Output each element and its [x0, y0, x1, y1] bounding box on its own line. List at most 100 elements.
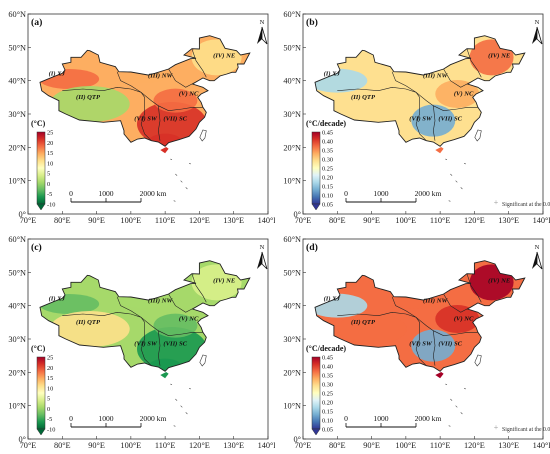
significance-label: Significant at the 0.05 level — [502, 201, 550, 208]
legend-tick-label: 0.35 — [322, 373, 333, 380]
basin-patch — [411, 104, 456, 137]
y-tick-label: 0° — [19, 210, 26, 219]
legend-tick-label: -5 — [47, 191, 52, 198]
sea-island — [455, 180, 458, 183]
y-tick-label: 50°N — [283, 43, 301, 52]
scale-bar-label: 0 — [344, 414, 348, 423]
sea-island — [175, 173, 178, 176]
taiwan-island — [199, 129, 207, 142]
legend-tick-label: 0.20 — [322, 175, 333, 182]
x-tick-label: 140°E — [258, 216, 275, 224]
y-tick-label: 0° — [19, 435, 26, 444]
legend-unit: (°C) — [31, 119, 46, 128]
sea-island — [445, 158, 448, 160]
y-tick-label: 30°N — [283, 335, 301, 344]
legend-unit: (°C) — [31, 344, 46, 353]
legend-tick-label: 0.40 — [322, 364, 333, 371]
region-label-ne: (IV) NE — [488, 277, 511, 284]
y-tick-label: 60°N — [283, 10, 301, 19]
region-label-nc: (V) NC — [179, 316, 199, 323]
scale-bar-label: 1000 — [373, 414, 388, 423]
map-svg: 70°E 80°E 90°E 100°E 110°E 120°E 130°E 140°E 0° 1… — [283, 235, 550, 450]
region-border — [432, 330, 436, 366]
legend-colorbar — [311, 356, 321, 430]
legend-tick-label: 0.15 — [322, 184, 333, 191]
panel-label: (d) — [306, 242, 318, 253]
y-tick-label: 20°N — [8, 368, 26, 377]
y-tick-label: 50°N — [283, 268, 301, 277]
region-border — [415, 317, 478, 337]
country-outline — [39, 260, 251, 372]
legend-tick-label: 0 — [47, 181, 50, 188]
region-label-sw: (VI) SW — [409, 116, 433, 123]
central-patch — [153, 313, 198, 338]
scale-bar-label: 2000 km — [140, 414, 167, 423]
y-tick-label: 60°N — [283, 235, 301, 244]
map-panel-c: 70°E 80°E 90°E 100°E 110°E 120°E 130°E 140°E 0° 1… — [0, 225, 278, 454]
sea-island — [460, 187, 463, 190]
legend-extend-arrow — [36, 203, 46, 211]
region-border — [415, 97, 427, 141]
map-panel-d: 70°E 80°E 90°E 100°E 110°E 120°E 130°E 140°E 0° 1… — [275, 225, 550, 454]
basin-patch — [411, 329, 456, 362]
plateau-patch — [336, 314, 407, 344]
x-tick-label: 90°E — [88, 441, 105, 449]
region-border — [391, 71, 420, 98]
south-patch — [137, 327, 207, 371]
y-tick-label: 30°N — [283, 110, 301, 119]
x-tick-label: 110°E — [430, 441, 451, 449]
sea-island — [448, 425, 451, 427]
scale-bar-label: 0 — [69, 414, 73, 423]
region-label-nw: (III) NW — [423, 72, 448, 79]
country-fill — [315, 260, 525, 372]
sea-island — [173, 200, 176, 202]
y-tick-label: 30°N — [8, 335, 26, 344]
legend-tick-label: 0.10 — [322, 193, 333, 200]
legend-colorbar — [36, 131, 46, 205]
region-label-qtp: (II) QTP — [76, 319, 101, 326]
region-border — [191, 273, 207, 303]
region-label-xj: (I) XJ — [324, 296, 341, 303]
region-label-nc: (V) NC — [454, 316, 474, 323]
x-tick-label: 110°E — [155, 441, 176, 449]
region-border — [443, 68, 473, 88]
legend-tick-label: 0 — [47, 406, 50, 413]
y-tick-label: 10°N — [8, 177, 26, 186]
legend-tick-label: 0.05 — [322, 427, 333, 434]
region-label-sw: (VI) SW — [134, 341, 158, 348]
region-border — [415, 322, 427, 366]
panel-label: (c) — [31, 242, 42, 253]
region-label-nw: (III) NW — [423, 297, 448, 304]
y-tick-label: 0° — [294, 435, 301, 444]
sea-island — [450, 398, 453, 401]
central-patch — [435, 305, 480, 333]
north-label: N — [535, 244, 540, 251]
hainan-island — [435, 372, 444, 379]
map-panel-a: 70°E 80°E 90°E 100°E 110°E 120°E 130°E 140°E 0° 1… — [0, 0, 278, 229]
map-panel-b: 70°E 80°E 90°E 100°E 110°E 120°E 130°E 140°E 0° 1… — [275, 0, 550, 229]
x-tick-label: 70°E — [20, 216, 37, 224]
x-tick-label: 80°E — [54, 441, 71, 449]
legend-tick-label: 0.30 — [322, 157, 333, 164]
hainan-island — [160, 372, 169, 379]
panel-label: (b) — [306, 17, 318, 28]
region-label-xj: (I) XJ — [49, 296, 66, 303]
region-border — [168, 293, 198, 313]
legend-tick-label: 0.45 — [322, 355, 333, 362]
legend-tick-label: 0.10 — [322, 418, 333, 425]
legend-tick-label: 0.15 — [322, 409, 333, 416]
scale-bar-label: 2000 km — [415, 414, 442, 423]
significance-label: Significant at the 0.05 level — [502, 426, 550, 433]
y-tick-label: 40°N — [8, 302, 26, 311]
scale-bar-label: 1000 — [98, 189, 113, 198]
north-arrow-icon — [257, 27, 262, 44]
x-tick-label: 110°E — [155, 216, 176, 224]
region-border — [415, 92, 478, 112]
region-label-nc: (V) NC — [179, 91, 199, 98]
x-tick-label: 90°E — [363, 441, 380, 449]
country-fill — [315, 35, 525, 147]
north-arrow-icon — [536, 26, 543, 45]
north-arrow-icon — [536, 251, 543, 270]
sea-island — [463, 388, 467, 390]
x-tick-label: 140°E — [533, 441, 550, 449]
